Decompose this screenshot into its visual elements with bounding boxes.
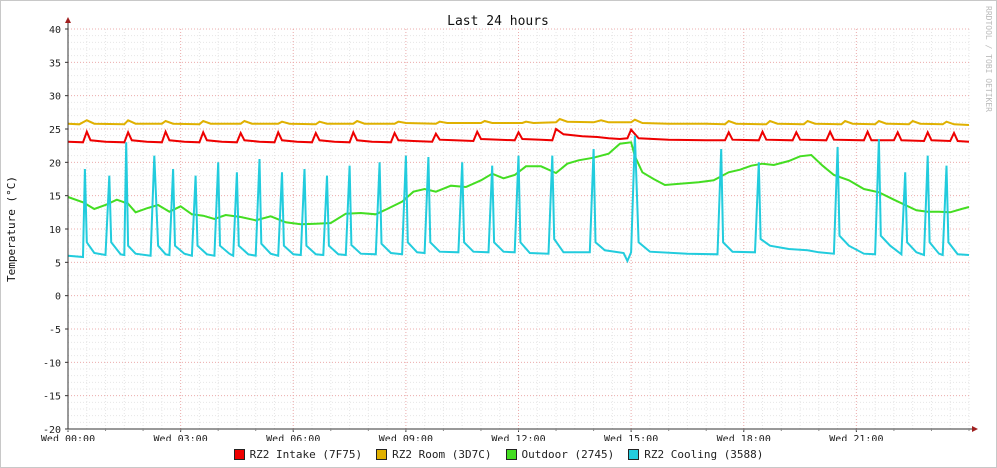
legend-swatch xyxy=(233,448,245,460)
legend-label: RZ2 Room (3D7C) xyxy=(392,447,492,461)
series-line-1 xyxy=(67,117,970,126)
x-axis-arrow xyxy=(972,426,978,432)
series-line-3 xyxy=(67,135,970,264)
legend-item-0: RZ2 Intake (7F75) xyxy=(233,447,363,461)
x-tick-label: Wed 21:00 xyxy=(829,434,883,441)
x-tick-label: Wed 00:00 xyxy=(41,434,95,441)
axes xyxy=(65,17,978,432)
y-tick-label: 35 xyxy=(49,58,61,69)
series-line-0 xyxy=(67,127,970,144)
y-tick-label: -20 xyxy=(43,425,61,436)
y-tick-label: 10 xyxy=(49,225,61,236)
x-tick-label: Wed 15:00 xyxy=(604,434,658,441)
legend-item-2: Outdoor (2745) xyxy=(505,447,615,461)
chart-title: Last 24 hours xyxy=(447,14,549,29)
y-axis-label: Temperature (°C) xyxy=(5,176,18,282)
series-layer xyxy=(67,117,970,264)
y-tick-label: 0 xyxy=(55,292,61,303)
y-tick-label: -15 xyxy=(43,392,61,403)
y-axis-arrow xyxy=(65,17,71,23)
legend-label: RZ2 Intake (7F75) xyxy=(249,447,363,461)
legend: RZ2 Intake (7F75) RZ2 Room (3D7C) Outdoor … xyxy=(1,446,996,462)
y-tick-label: 30 xyxy=(49,92,61,103)
legend-label: Outdoor (2745) xyxy=(521,447,615,461)
legend-swatch xyxy=(628,448,640,460)
y-tick-label: 5 xyxy=(55,258,61,269)
x-tick-label: Wed 09:00 xyxy=(379,434,433,441)
x-tick-label: Wed 12:00 xyxy=(491,434,545,441)
x-tick-label: Wed 06:00 xyxy=(266,434,320,441)
y-tick-label: 40 xyxy=(49,25,61,36)
series-line-2 xyxy=(67,141,970,226)
legend-item-1: RZ2 Room (3D7C) xyxy=(376,447,492,461)
legend-swatch xyxy=(376,448,388,460)
legend-item-3: RZ2 Cooling (3588) xyxy=(628,448,763,461)
y-tick-label: -10 xyxy=(43,358,61,369)
y-tick-label: 20 xyxy=(49,158,61,169)
y-tick-label: 15 xyxy=(49,192,61,203)
x-tick-label: Wed 03:00 xyxy=(154,434,208,441)
legend-swatch xyxy=(505,448,517,460)
legend-label: RZ2 Cooling (3588) xyxy=(644,447,764,461)
watermark: RRDTOOL / TOBI OETIKER xyxy=(984,6,993,112)
y-tick-label: -5 xyxy=(49,325,61,336)
x-tick-label: Wed 18:00 xyxy=(717,434,771,441)
y-tick-label: 25 xyxy=(49,125,61,136)
